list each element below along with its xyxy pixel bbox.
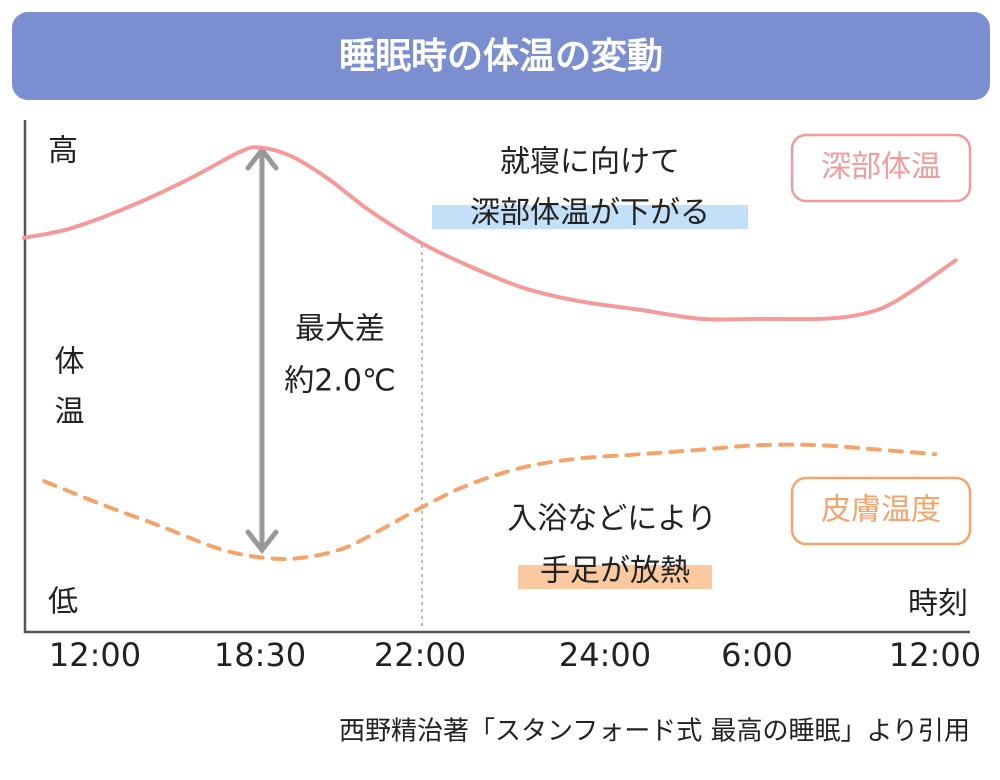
title-banner — [12, 12, 990, 100]
x-tick-label: 22:00 — [374, 636, 466, 674]
chart-title: 睡眠時の体温の変動 — [339, 36, 663, 77]
y-axis-label: 体温 — [49, 345, 85, 445]
highlight — [518, 565, 712, 589]
x-tick-label: 18:30 — [214, 636, 306, 674]
annotation: 最大差 — [295, 312, 385, 347]
series-line — [42, 442, 937, 562]
x-tick-label: 24:00 — [559, 636, 651, 674]
legend-label: 皮膚温度 — [821, 493, 941, 528]
y-tick-label: 低 — [48, 585, 78, 620]
annotation: 深部体温が下がる — [470, 196, 710, 231]
legend-box — [790, 133, 972, 203]
x-axis-label: 時刻 — [908, 587, 968, 622]
legend-box — [790, 476, 972, 546]
x-tick-label: 12:00 — [889, 636, 981, 674]
axis-frame — [23, 120, 970, 634]
y-tick-label: 高 — [48, 134, 78, 169]
source: 西野精治著「スタンフォード式 最高の睡眠」より引用 — [339, 717, 970, 747]
annotation: 就寝に向けて — [500, 145, 680, 180]
x-tick-label: 12:00 — [49, 636, 141, 674]
x-tick-label: 6:00 — [721, 636, 793, 674]
highlight — [432, 205, 748, 229]
annotation: 約2.0℃ — [284, 364, 395, 399]
annotation: 手足が放熱 — [540, 554, 690, 589]
annotation: 入浴などにより — [507, 502, 716, 537]
series-line — [21, 145, 958, 322]
arrow — [245, 145, 279, 555]
legend-label: 深部体温 — [821, 150, 941, 185]
